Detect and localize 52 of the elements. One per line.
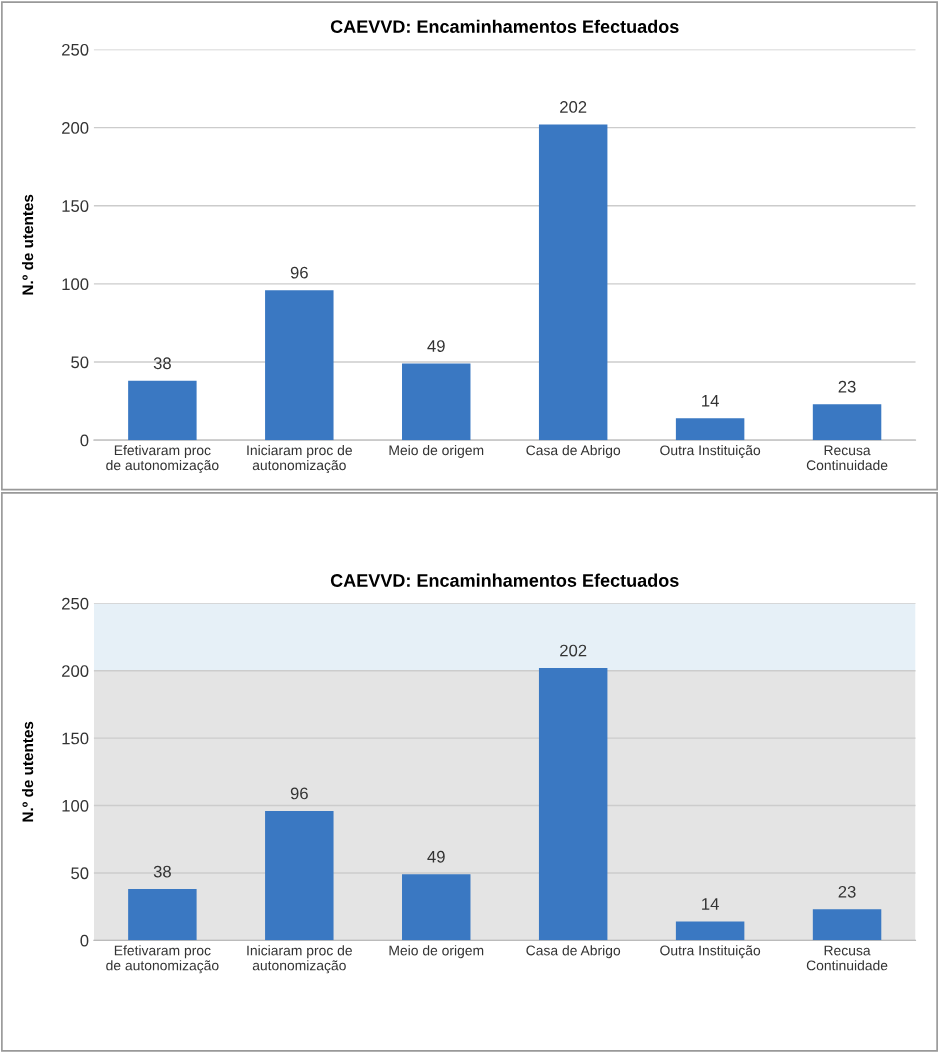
data-label: 38	[153, 865, 171, 878]
y-tick-label: 200	[62, 122, 89, 134]
x-tick-label: Iniciaram proc de autonomização	[247, 445, 352, 473]
bar	[265, 810, 334, 941]
y-tick-label: 250	[62, 43, 89, 56]
y-tick-label: 0	[80, 434, 89, 447]
y-tick-label: 100	[62, 278, 89, 291]
x-tick-label: Efetivaram proc de autonomização	[106, 445, 219, 473]
y-tick-label: 150	[62, 200, 89, 212]
x-tick-label: Meio de origem	[389, 945, 484, 959]
data-label: 23	[838, 885, 856, 898]
data-label: 49	[427, 850, 445, 863]
y-tick-label: 200	[62, 665, 89, 677]
x-tick-label: Casa de Abrigo	[526, 445, 621, 458]
bar	[675, 418, 745, 441]
chart-title: CAEVVD: Encaminhamentos Efectuados	[330, 19, 679, 33]
data-label: 23	[838, 380, 856, 393]
bar	[402, 874, 471, 941]
data-label: 202	[560, 644, 587, 657]
data-label: 14	[702, 898, 719, 910]
bar	[402, 363, 471, 441]
x-tick-label: Casa de Abrigo	[526, 945, 621, 959]
bar	[128, 889, 197, 941]
y-tick-label: 150	[62, 732, 89, 745]
x-tick-label: Outra Instituição	[660, 945, 761, 959]
y-tick-label: 100	[62, 799, 89, 812]
bar	[675, 921, 745, 941]
y-tick-label: 250	[62, 597, 89, 610]
y-tick-label: 50	[71, 867, 89, 880]
y-axis-title: N.º de utentes	[21, 721, 34, 822]
chart-title: CAEVVD: Encaminhamentos Efectuados	[330, 573, 679, 587]
bar	[538, 668, 608, 941]
x-tick-label: Recusa Continuidade	[806, 445, 888, 471]
x-tick-label: Meio de origem	[389, 445, 484, 458]
y-axis-title: N.º de utentes	[21, 194, 34, 295]
x-tick-label: Outra Instituição	[660, 445, 761, 459]
bar	[812, 404, 882, 441]
x-tick-label: Efetivaram proc de autonomização	[106, 945, 219, 974]
data-label: 38	[153, 357, 171, 370]
bar	[128, 380, 197, 441]
x-tick-label: Recusa Continuidade	[806, 945, 888, 971]
data-label: 14	[702, 395, 719, 407]
data-label: 202	[560, 101, 587, 113]
x-tick-label: Iniciaram proc de autonomização	[247, 945, 352, 974]
y-tick-label: 0	[80, 934, 89, 947]
bar	[538, 124, 608, 441]
bar	[812, 909, 882, 941]
y-tick-label: 50	[71, 356, 89, 369]
data-label: 49	[427, 340, 445, 352]
data-label: 96	[290, 787, 308, 800]
data-label: 96	[290, 266, 308, 279]
bar	[265, 290, 334, 441]
